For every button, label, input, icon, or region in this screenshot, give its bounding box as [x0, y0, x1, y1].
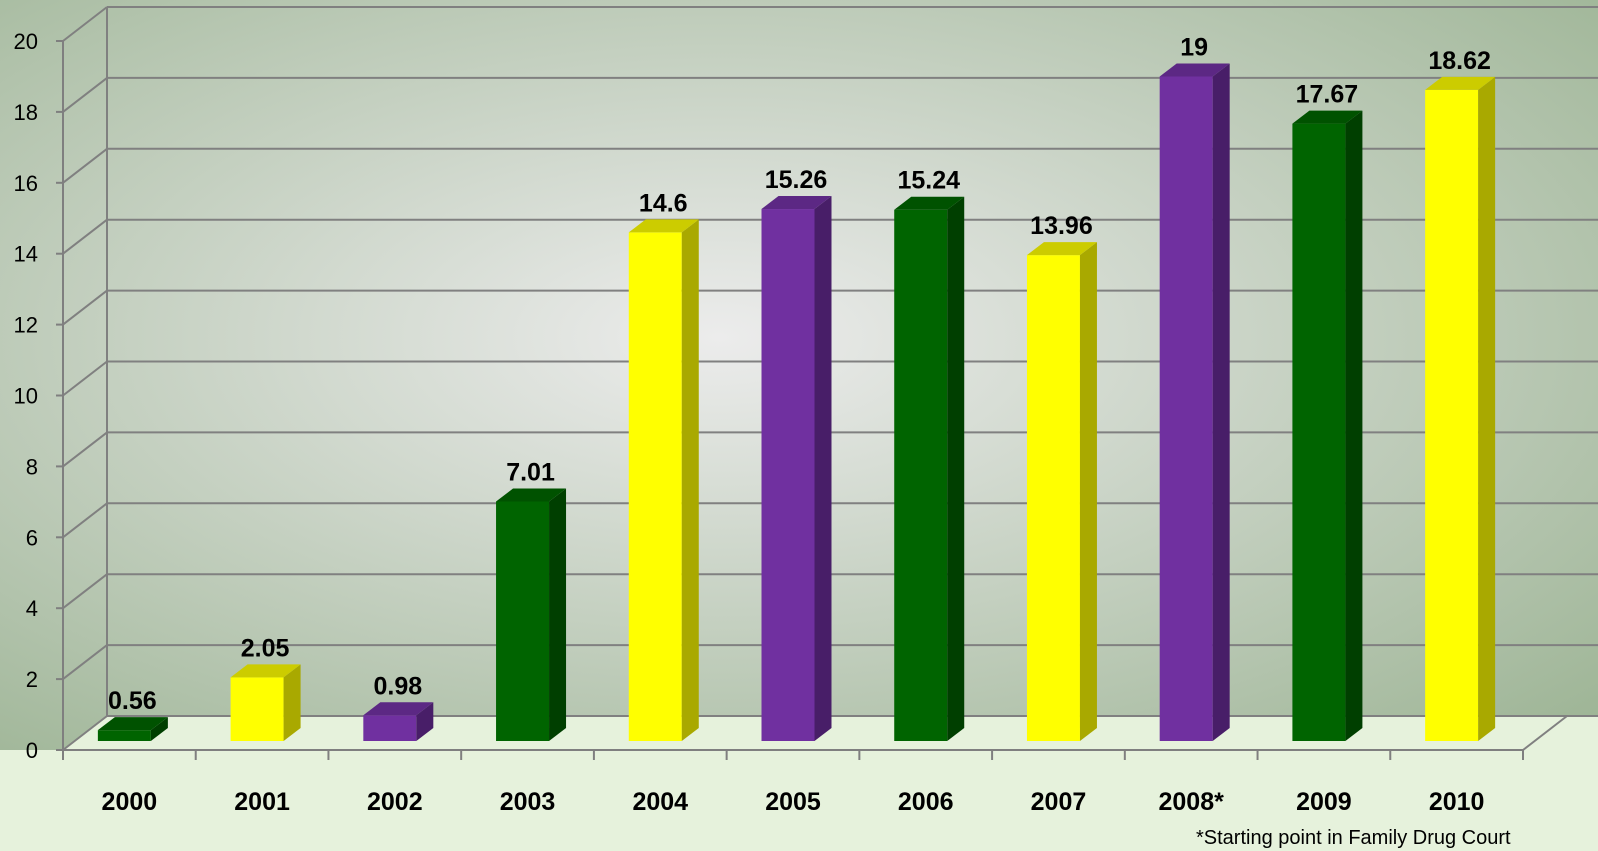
data-label: 0.56 — [108, 687, 157, 715]
bar-front — [628, 232, 682, 741]
bar-top — [894, 196, 965, 210]
bar-2003 — [496, 488, 567, 741]
bar-side — [1212, 63, 1230, 741]
x-tick-label: 2009 — [1296, 788, 1352, 816]
x-tick-label: 2007 — [1031, 788, 1087, 816]
y-tick-label: 12 — [14, 313, 38, 338]
bar-front — [1425, 89, 1479, 741]
gridline-depth — [62, 431, 108, 468]
data-label: 14.6 — [639, 189, 688, 217]
x-tick-label: 2005 — [765, 788, 821, 816]
bar-front — [1159, 76, 1213, 741]
bar-front — [496, 501, 550, 741]
x-tick-label: 2006 — [898, 788, 954, 816]
y-tick-label: 4 — [26, 596, 38, 621]
bar-front — [97, 730, 151, 741]
y-tick-label: 8 — [26, 454, 38, 479]
data-label: 19 — [1180, 33, 1208, 61]
bar-2004 — [628, 219, 699, 741]
data-label: 7.01 — [506, 458, 555, 486]
x-tick-label: 2002 — [367, 788, 423, 816]
data-label: 18.62 — [1428, 47, 1491, 75]
data-label: 15.24 — [897, 167, 960, 195]
bar-2000 — [97, 717, 168, 741]
y-tick-label: 10 — [14, 384, 38, 409]
data-label: 13.96 — [1030, 212, 1093, 240]
gridline-depth — [62, 6, 108, 42]
bar-side — [681, 219, 699, 741]
bar-front — [1292, 123, 1346, 741]
bar-side — [1345, 110, 1363, 741]
y-tick-label: 0 — [26, 738, 38, 763]
x-tick-label: 2010 — [1429, 788, 1485, 816]
bar-2002 — [363, 702, 434, 741]
gridline-depth — [62, 573, 108, 609]
y-tick-label: 20 — [14, 29, 38, 54]
bar-side — [1478, 76, 1496, 741]
data-label: 17.67 — [1296, 81, 1359, 109]
bar-front — [1026, 255, 1080, 742]
gridline-depth — [62, 218, 108, 255]
bar-2001 — [230, 664, 301, 741]
x-tick-label: 2004 — [632, 788, 688, 816]
y-tick-label: 18 — [14, 100, 38, 125]
bar-2005 — [761, 196, 832, 741]
bar-side — [150, 717, 168, 741]
bar-2008 — [1159, 63, 1230, 741]
data-label: 0.98 — [373, 672, 422, 700]
gridline-depth — [62, 148, 108, 184]
bar-2009 — [1292, 110, 1363, 741]
gridline-depth — [62, 77, 108, 113]
bar-top — [97, 717, 168, 731]
bar-side — [1079, 242, 1097, 742]
bar-top — [1292, 110, 1363, 124]
bar-2010 — [1425, 76, 1496, 741]
bar-2006 — [894, 196, 965, 741]
bar-top — [1425, 76, 1496, 90]
bar-side — [947, 196, 965, 741]
data-label: 2.05 — [241, 634, 290, 662]
bar-side — [283, 664, 301, 741]
bar-top — [363, 702, 434, 716]
bar-top — [1159, 63, 1230, 77]
gridline-depth — [62, 715, 108, 751]
bar-front — [761, 209, 815, 741]
bar-side — [814, 196, 832, 741]
bar-top — [628, 219, 699, 233]
y-tick-label: 16 — [14, 171, 38, 196]
x-tick-label: 2000 — [102, 788, 158, 816]
gridline-depth — [62, 289, 108, 326]
bar-top — [1026, 242, 1097, 256]
bar-side — [549, 488, 567, 741]
bar-side — [416, 702, 434, 741]
gridline-depth — [62, 644, 108, 680]
bar-top — [761, 196, 832, 210]
bar-front — [363, 715, 417, 741]
gridline-depth — [62, 502, 108, 539]
bar-front — [230, 677, 284, 741]
floor-edge — [1522, 715, 1568, 751]
bar-top — [230, 664, 301, 678]
y-tick-label: 2 — [26, 667, 38, 692]
bar-front — [894, 209, 948, 741]
bar-2007 — [1026, 242, 1097, 742]
y-tick-label: 6 — [26, 525, 38, 550]
x-tick-label: 2003 — [500, 788, 556, 816]
x-tick-label: 2001 — [234, 788, 290, 816]
y-tick-label: 14 — [14, 242, 38, 267]
gridline-depth — [62, 360, 108, 397]
footnote: *Starting point in Family Drug Court — [1196, 827, 1511, 849]
bar-top — [496, 488, 567, 502]
x-tick-label: 2008* — [1159, 788, 1225, 816]
data-label: 15.26 — [765, 166, 828, 194]
